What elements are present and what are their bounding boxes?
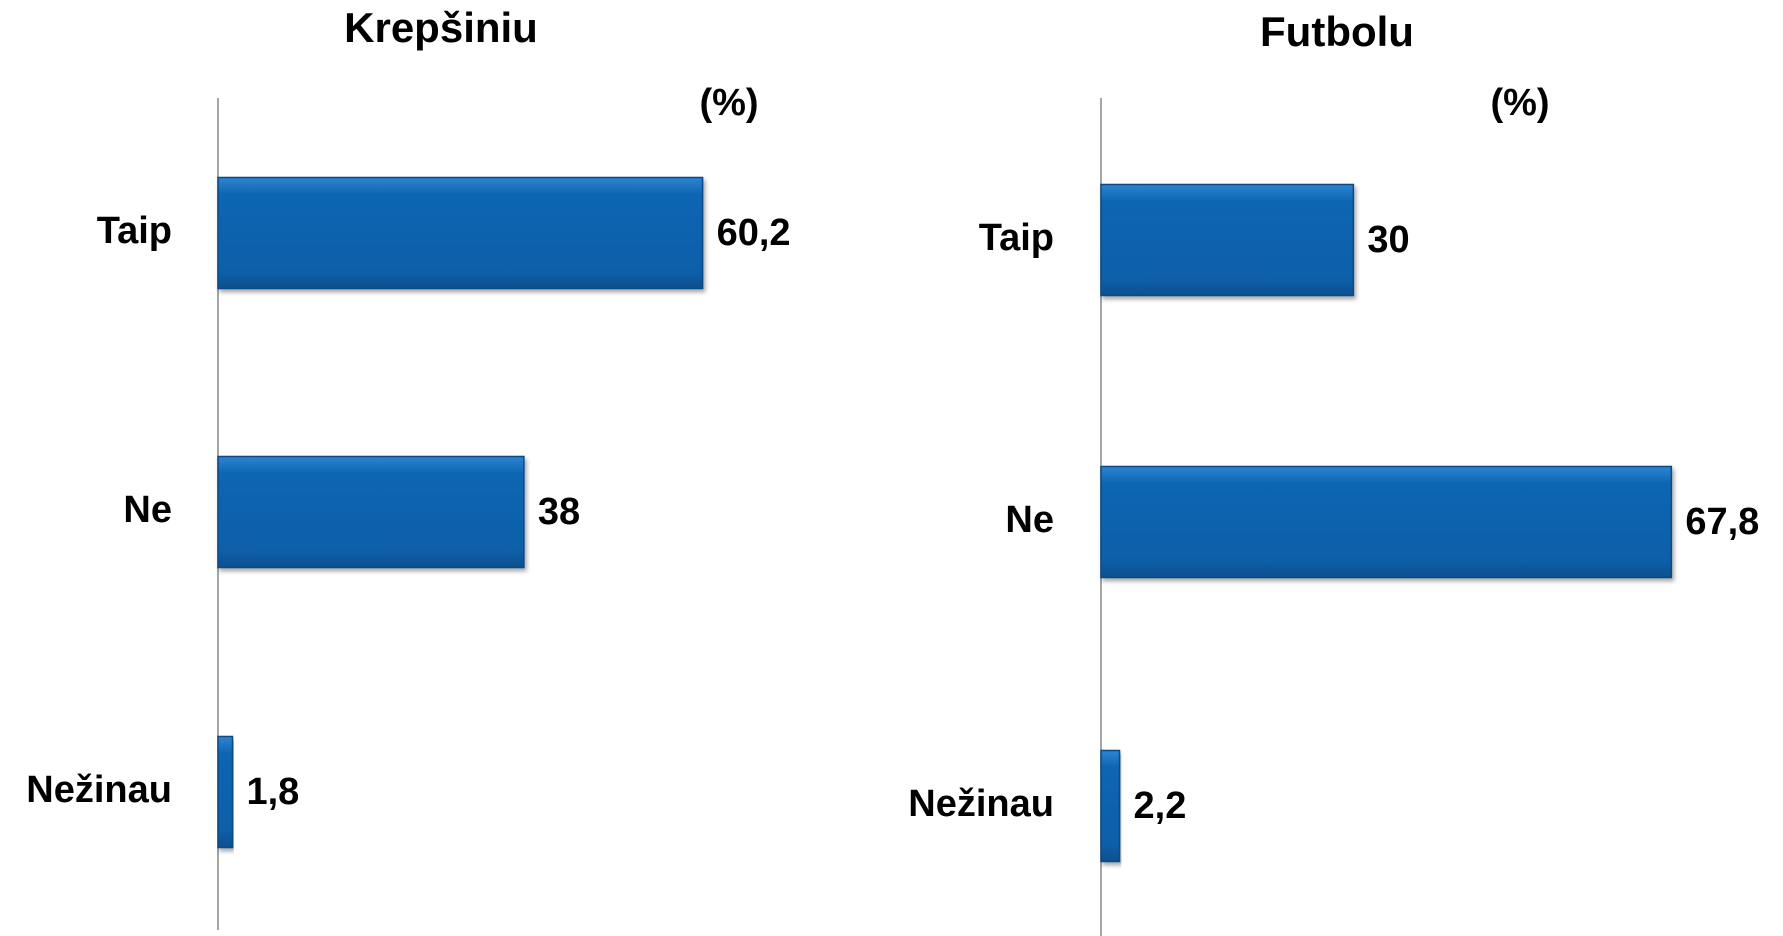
category-label: Nežinau — [908, 783, 1054, 825]
value-label: 2,2 — [1134, 785, 1187, 827]
chart-title: Krepšiniu — [344, 4, 538, 51]
chart-title: Futbolu — [1260, 8, 1414, 55]
value-label: 38 — [538, 491, 580, 533]
value-label: 30 — [1367, 219, 1409, 261]
unit-label: (%) — [1490, 82, 1549, 124]
category-label: Taip — [979, 217, 1054, 259]
category-label: Ne — [1005, 499, 1054, 541]
value-label: 1,8 — [246, 771, 299, 813]
unit-label: (%) — [699, 82, 758, 124]
bar — [1100, 183, 1355, 297]
bar — [217, 455, 525, 569]
value-label: 67,8 — [1685, 501, 1759, 543]
bar — [1100, 465, 1673, 579]
value-label: 60,2 — [717, 212, 791, 254]
category-label: Taip — [97, 210, 172, 252]
category-label: Ne — [123, 489, 172, 531]
bar — [1100, 749, 1121, 863]
bar — [217, 735, 234, 849]
category-label: Nežinau — [26, 769, 172, 811]
bar — [217, 176, 704, 290]
